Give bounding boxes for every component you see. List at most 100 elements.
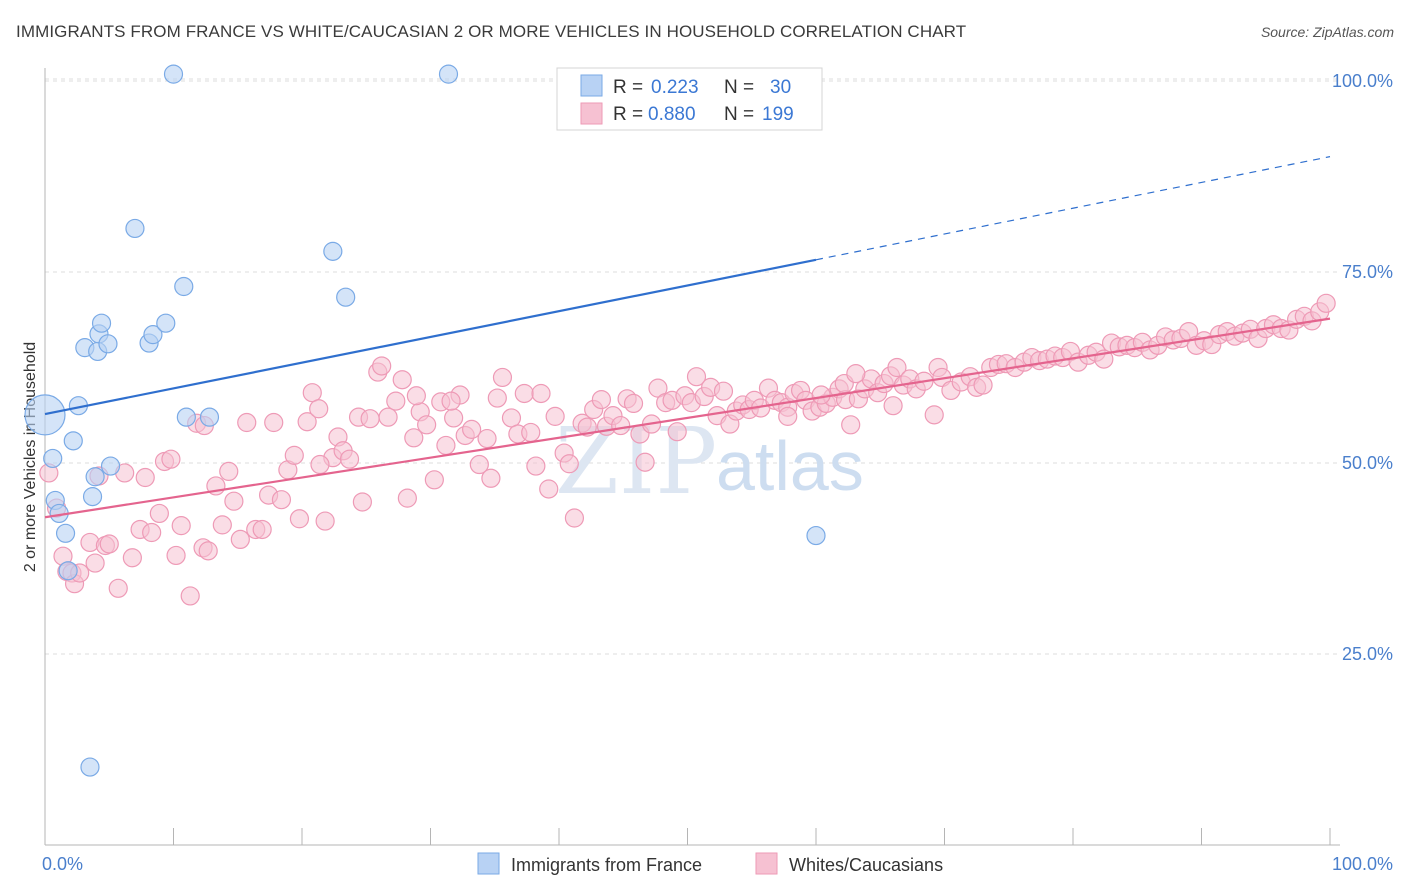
point-immigrants-from-france bbox=[125, 218, 145, 239]
stat-n-value-2: 199 bbox=[762, 104, 794, 125]
point-whites-caucasians bbox=[224, 491, 244, 511]
point-immigrants-from-france bbox=[85, 467, 105, 487]
series-immigrants-from-france bbox=[24, 64, 826, 777]
point-whites-caucasians bbox=[386, 391, 406, 411]
point-whites-caucasians bbox=[392, 370, 412, 390]
point-whites-caucasians bbox=[99, 534, 119, 554]
point-whites-caucasians bbox=[85, 553, 105, 573]
legend-swatch-pink bbox=[580, 102, 603, 125]
point-whites-caucasians bbox=[713, 381, 734, 401]
point-whites-caucasians bbox=[811, 385, 831, 405]
point-whites-caucasians bbox=[406, 386, 426, 406]
point-whites-caucasians bbox=[492, 367, 513, 388]
bottom-legend: Immigrants from France Whites/Caucasians bbox=[477, 852, 943, 875]
trend-line-immigrants-from-france bbox=[44, 258, 817, 416]
point-immigrants-from-france bbox=[63, 431, 83, 451]
point-whites-caucasians bbox=[462, 419, 482, 439]
stat-n-value-1: 30 bbox=[770, 77, 791, 98]
point-whites-caucasians bbox=[539, 479, 559, 499]
y-tick-label-100: 100.0% bbox=[1332, 71, 1393, 91]
chart-title: IMMIGRANTS FROM FRANCE VS WHITE/CAUCASIA… bbox=[16, 22, 967, 41]
point-whites-caucasians bbox=[378, 407, 398, 427]
point-whites-caucasians bbox=[477, 428, 497, 449]
bottom-legend-label-2: Whites/Caucasians bbox=[789, 855, 943, 875]
point-whites-caucasians bbox=[841, 415, 861, 435]
point-whites-caucasians bbox=[404, 428, 424, 448]
point-whites-caucasians bbox=[441, 391, 461, 411]
point-immigrants-from-france bbox=[24, 394, 66, 436]
point-whites-caucasians bbox=[444, 408, 464, 428]
point-whites-caucasians bbox=[360, 409, 380, 429]
point-whites-caucasians bbox=[469, 454, 489, 475]
point-immigrants-from-france bbox=[82, 487, 103, 507]
stat-r-label-1: R = bbox=[613, 77, 643, 98]
point-whites-caucasians bbox=[417, 415, 437, 435]
point-whites-caucasians bbox=[309, 399, 329, 419]
point-whites-caucasians bbox=[310, 454, 330, 475]
watermark-atlas: atlas bbox=[716, 427, 864, 505]
point-whites-caucasians bbox=[237, 412, 257, 433]
bottom-legend-swatch-pink bbox=[755, 852, 778, 875]
x-tick-label-max: 100.0% bbox=[1332, 854, 1393, 874]
point-whites-caucasians bbox=[122, 548, 142, 568]
point-immigrants-from-france bbox=[98, 334, 118, 354]
y-tick-label-25: 25.0% bbox=[1342, 644, 1393, 664]
point-whites-caucasians bbox=[667, 422, 687, 442]
stat-n-label-2: N = bbox=[724, 104, 754, 125]
stat-r-label-2: R = bbox=[613, 104, 643, 125]
trend-line-immigrants-from-france-projection bbox=[815, 156, 1331, 261]
trend-lines bbox=[44, 156, 1331, 519]
point-immigrants-from-france bbox=[174, 276, 194, 297]
point-immigrants-from-france bbox=[163, 64, 184, 84]
point-whites-caucasians bbox=[397, 488, 417, 508]
source-credit: Source: ZipAtlas.com bbox=[1260, 24, 1394, 40]
point-whites-caucasians bbox=[171, 516, 191, 536]
y-tick-label-75: 75.0% bbox=[1342, 262, 1393, 282]
grid-lines bbox=[45, 78, 1340, 655]
stats-legend: R = 0.223 N = 30 R = 0.880 N = 199 bbox=[556, 67, 823, 131]
point-whites-caucasians bbox=[545, 406, 565, 426]
point-whites-caucasians bbox=[436, 435, 456, 456]
point-whites-caucasians bbox=[635, 452, 655, 472]
point-whites-caucasians bbox=[531, 383, 551, 404]
series-whites-caucasians bbox=[39, 293, 1336, 606]
point-whites-caucasians bbox=[778, 406, 798, 426]
point-whites-caucasians bbox=[883, 396, 903, 416]
x-tick-label-min: 0.0% bbox=[42, 854, 83, 874]
point-immigrants-from-france bbox=[55, 523, 76, 543]
point-whites-caucasians bbox=[212, 515, 232, 535]
point-immigrants-from-france bbox=[438, 64, 459, 84]
point-whites-caucasians bbox=[487, 388, 507, 408]
point-whites-caucasians bbox=[521, 422, 541, 443]
point-whites-caucasians bbox=[271, 490, 292, 510]
point-whites-caucasians bbox=[166, 545, 186, 566]
tick-labels: 25.0% 50.0% 75.0% 100.0% 0.0% 100.0% bbox=[42, 71, 1393, 874]
point-whites-caucasians bbox=[887, 357, 907, 378]
point-whites-caucasians bbox=[481, 468, 501, 488]
point-whites-caucasians bbox=[611, 415, 631, 436]
point-whites-caucasians bbox=[135, 467, 155, 488]
point-whites-caucasians bbox=[559, 454, 579, 474]
point-whites-caucasians bbox=[180, 586, 200, 606]
point-immigrants-from-france bbox=[176, 407, 196, 427]
stat-n-label-1: N = bbox=[724, 77, 754, 98]
y-tick-label-50: 50.0% bbox=[1342, 453, 1393, 473]
point-immigrants-from-france bbox=[91, 313, 112, 333]
point-immigrants-from-france bbox=[806, 525, 826, 546]
point-immigrants-from-france bbox=[43, 448, 63, 469]
point-whites-caucasians bbox=[142, 522, 162, 543]
point-whites-caucasians bbox=[591, 389, 612, 410]
point-whites-caucasians bbox=[514, 383, 534, 404]
point-whites-caucasians bbox=[264, 412, 284, 433]
point-whites-caucasians bbox=[372, 356, 392, 376]
legend-swatch-blue bbox=[580, 74, 603, 97]
point-whites-caucasians bbox=[501, 408, 522, 428]
point-whites-caucasians bbox=[973, 375, 993, 395]
y-axis-label: 2 or more Vehicles in Household bbox=[22, 342, 39, 572]
point-immigrants-from-france bbox=[336, 287, 356, 307]
point-immigrants-from-france bbox=[323, 241, 343, 261]
point-whites-caucasians bbox=[577, 417, 597, 437]
point-immigrants-from-france bbox=[80, 757, 100, 777]
point-whites-caucasians bbox=[297, 412, 317, 432]
point-whites-caucasians bbox=[352, 492, 372, 512]
